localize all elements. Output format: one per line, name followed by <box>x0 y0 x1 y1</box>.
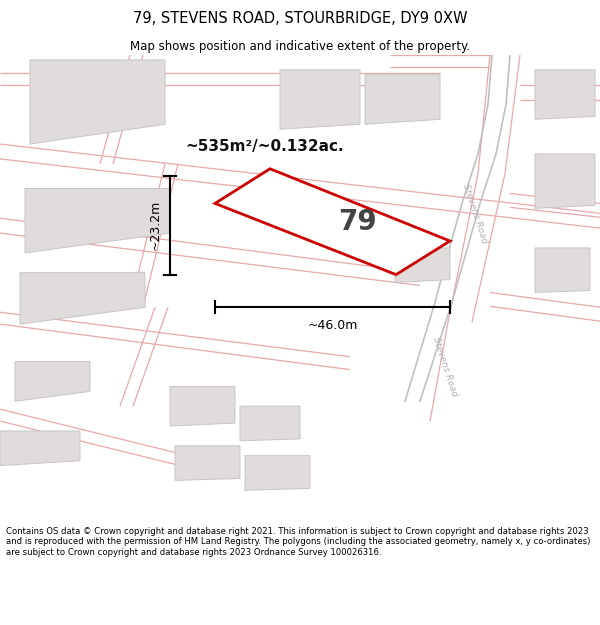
Text: Map shows position and indicative extent of the property.: Map shows position and indicative extent… <box>130 39 470 52</box>
Text: ~535m²/~0.132ac.: ~535m²/~0.132ac. <box>185 139 344 154</box>
Polygon shape <box>280 70 360 129</box>
Polygon shape <box>365 75 440 124</box>
Text: ~46.0m: ~46.0m <box>307 319 358 332</box>
Polygon shape <box>215 169 450 274</box>
Polygon shape <box>535 248 590 292</box>
Polygon shape <box>30 60 165 144</box>
Polygon shape <box>535 154 595 208</box>
Polygon shape <box>20 272 145 324</box>
Polygon shape <box>15 362 90 401</box>
Text: Stevens Road: Stevens Road <box>461 182 489 244</box>
Text: ~23.2m: ~23.2m <box>149 200 162 250</box>
Polygon shape <box>245 456 310 491</box>
Polygon shape <box>0 431 80 466</box>
Text: 79: 79 <box>338 208 377 236</box>
Polygon shape <box>395 248 450 282</box>
Polygon shape <box>175 446 240 481</box>
Polygon shape <box>240 406 300 441</box>
Polygon shape <box>25 189 170 253</box>
Text: Stevens Road: Stevens Road <box>431 336 459 398</box>
Text: 79, STEVENS ROAD, STOURBRIDGE, DY9 0XW: 79, STEVENS ROAD, STOURBRIDGE, DY9 0XW <box>133 11 467 26</box>
Text: Contains OS data © Crown copyright and database right 2021. This information is : Contains OS data © Crown copyright and d… <box>6 527 590 557</box>
Polygon shape <box>535 70 595 119</box>
Polygon shape <box>170 386 235 426</box>
